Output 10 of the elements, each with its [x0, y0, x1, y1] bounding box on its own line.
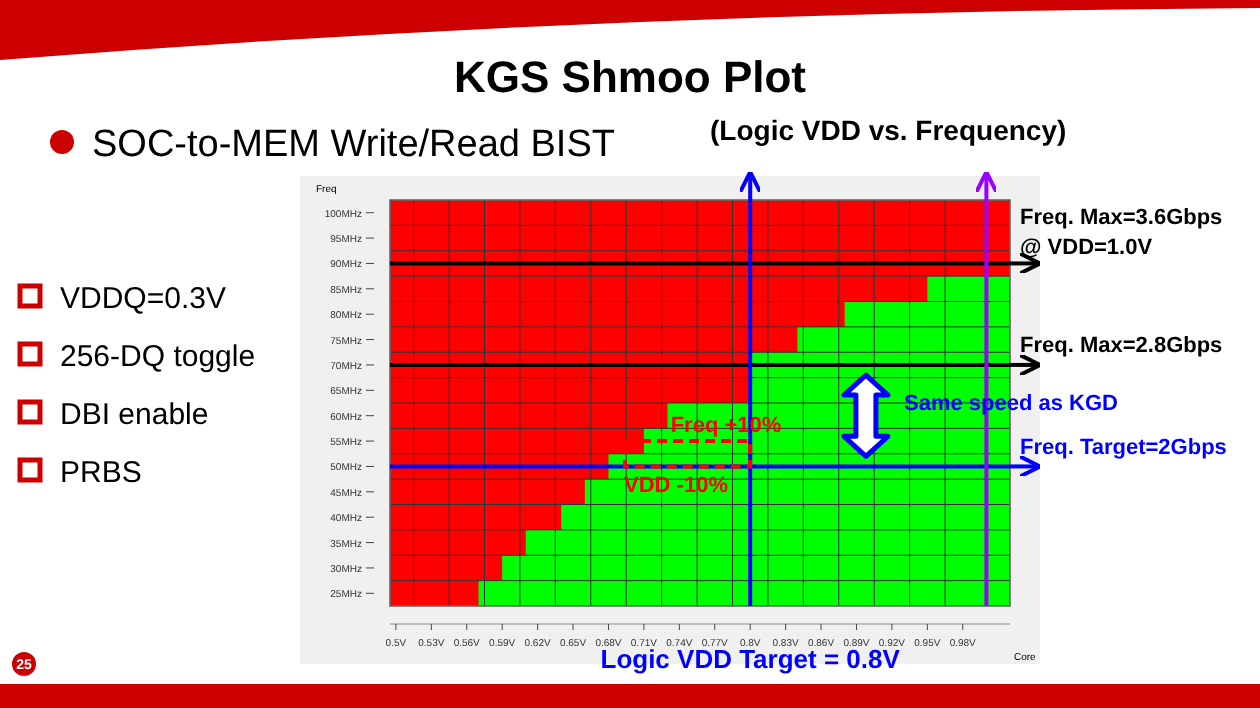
ref-line-label: Logic VDD Target = 0.8V [600, 644, 901, 674]
text: VDDQ=0.3V [60, 282, 226, 316]
text: DBI enable [60, 398, 209, 432]
chart-title: KGS Shmoo Plot [454, 52, 808, 102]
text: Freq. Max=2.8Gbps [1020, 334, 1223, 358]
text: 256-DQ toggle [60, 340, 256, 374]
chart-subtitle: SOC-to-MEM Write/Read BIST [92, 124, 616, 166]
text: Freq. Target=2Gbps [1020, 436, 1227, 460]
text: PRBS [60, 456, 142, 490]
text: (Logic VDD vs. Frequency) [710, 114, 1067, 146]
